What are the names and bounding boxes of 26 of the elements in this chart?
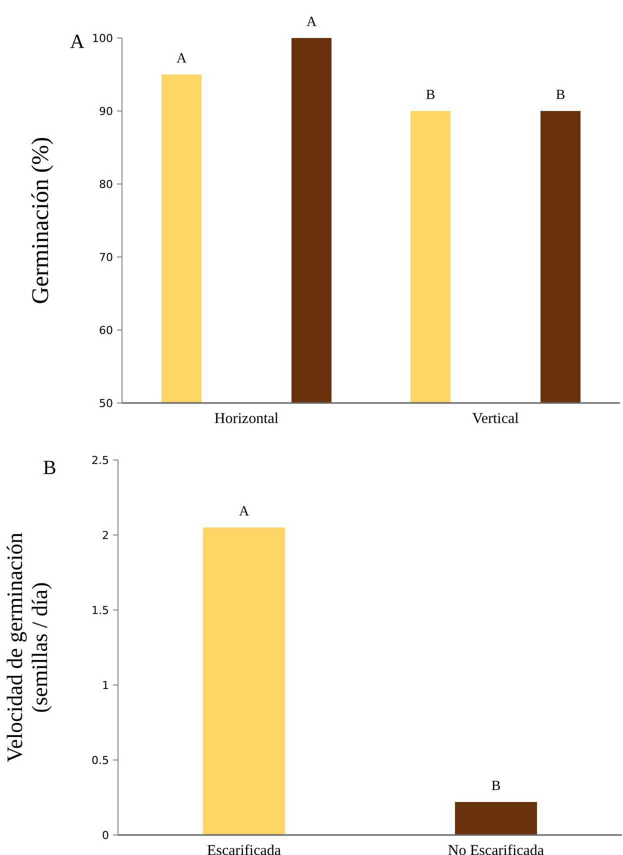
y-tick-label: 2.5 <box>92 454 109 467</box>
annotation: B <box>556 88 566 103</box>
annotation: B <box>491 779 501 794</box>
chart-title: B <box>43 457 56 479</box>
y-tick-label: 90 <box>99 104 113 118</box>
annotation: A <box>238 504 250 520</box>
y-tick-label: 0 <box>102 828 109 842</box>
y-axis-title: Velocidad de germinación (semillas / día) <box>2 532 52 762</box>
y-tick-label: 1 <box>102 678 109 692</box>
y-tick-label: 1.5 <box>92 604 109 617</box>
y-tick-label: 2 <box>102 528 109 542</box>
y-tick-label: 100 <box>92 32 113 45</box>
y-tick-label: 60 <box>99 324 113 337</box>
annotation: B <box>426 88 436 103</box>
chart-title: A <box>70 31 85 53</box>
text: A <box>306 15 318 30</box>
y-tick-label: 50 <box>99 396 113 410</box>
y-tick-label: 80 <box>99 178 113 191</box>
y-axis-title: Germinación (%) <box>28 136 54 304</box>
y-tick-label: 70 <box>99 250 113 264</box>
y-tick-label: 0.5 <box>92 754 109 767</box>
annotation: A <box>176 52 188 66</box>
x-tick-label: Escarificada <box>206 843 282 855</box>
x-tick-label: Vertical <box>472 411 519 427</box>
x-tick-label: No Escarificada <box>448 843 544 855</box>
x-tick-label: Horizontal <box>214 411 279 427</box>
